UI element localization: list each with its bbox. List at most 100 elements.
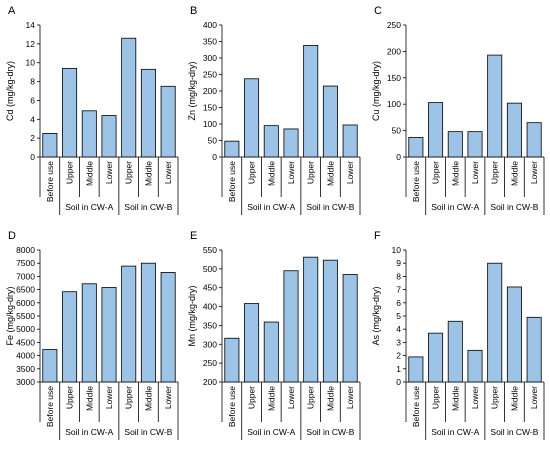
x-category-label: Upper — [124, 161, 134, 184]
y-tick-label: 10 — [392, 245, 402, 255]
chart-panel-e: E 200 250 300 350 400 450 500 550 Mn (mg/kg-dry) B… — [187, 230, 361, 440]
bar — [121, 265, 137, 383]
y-tick-label: 550 — [203, 245, 217, 255]
x-group-label: Soil in CW-B — [124, 427, 172, 437]
chart-panel-f: F 0 1 2 3 4 5 6 7 8 9 10 As (mg/kg-dry) Before use Upp… — [371, 230, 545, 440]
bar — [140, 68, 156, 158]
x-group-label: Soil in CW-B — [306, 202, 354, 212]
bar — [408, 137, 424, 158]
x-category-label: Middle — [84, 161, 94, 186]
panel-label: E — [190, 230, 197, 242]
bar — [101, 115, 117, 158]
y-axis-label: Cu (mg/kg-dry) — [371, 61, 381, 121]
bar — [81, 110, 97, 158]
bar — [140, 262, 156, 383]
x-category-label: Upper — [306, 386, 316, 409]
chart-panel-a: A 0 2 4 6 8 10 12 14 Cd (mg/kg-dry) Before use Uppe… — [5, 5, 179, 215]
y-tick-label: 9 — [396, 258, 401, 268]
y-axis-label: Cd (mg/kg-dry) — [5, 61, 15, 121]
y-tick-label: 6 — [396, 298, 401, 308]
y-tick-label: 0 — [396, 152, 401, 162]
x-category-label: Middle — [266, 386, 276, 411]
bar — [506, 102, 522, 158]
y-tick-label: 450 — [203, 283, 217, 293]
bar — [42, 349, 58, 383]
panel-label: C — [374, 5, 382, 17]
x-category-label: Middle — [325, 161, 335, 186]
x-category-label: Lower — [104, 161, 114, 184]
y-tick-label: 100 — [387, 99, 401, 109]
y-axis-label: Zn (mg/kg-dry) — [187, 61, 197, 120]
y-tick-label: 6000 — [16, 298, 35, 308]
y-tick-label: 1 — [396, 364, 401, 374]
bar — [263, 321, 279, 383]
y-tick-label: 6 — [30, 95, 35, 105]
bar — [62, 67, 78, 158]
y-tick-label: 0 — [396, 377, 401, 387]
y-tick-label: 5500 — [16, 311, 35, 321]
x-category-label: Middle — [450, 386, 460, 411]
y-axis-label: As (mg/kg-dry) — [371, 286, 381, 345]
x-category-label: Middle — [509, 161, 519, 186]
bar — [487, 54, 503, 158]
x-category-label: Lower — [529, 161, 539, 184]
chart-panel-b: B 0 50 100 150 200 250 300 350 400 Zn (mg/kg-dry) B… — [187, 5, 361, 215]
x-category-label: Before use — [45, 161, 55, 202]
x-category-label: Before use — [411, 386, 421, 427]
y-tick-label: 5000 — [16, 324, 35, 334]
x-category-label: Lower — [286, 386, 296, 409]
y-tick-label: 12 — [26, 39, 36, 49]
bar — [101, 287, 117, 383]
bar — [81, 283, 97, 383]
bar — [303, 256, 319, 383]
x-category-label: Lower — [163, 161, 173, 184]
x-category-label: Before use — [411, 161, 421, 202]
y-tick-label: 250 — [203, 358, 217, 368]
y-tick-label: 150 — [203, 103, 217, 113]
bar — [487, 262, 503, 383]
x-category-label: Upper — [306, 161, 316, 184]
y-tick-label: 6500 — [16, 285, 35, 295]
y-tick-label: 300 — [203, 339, 217, 349]
bar — [121, 37, 137, 158]
x-category-label: Lower — [345, 386, 355, 409]
y-tick-label: 8 — [396, 271, 401, 281]
bar — [428, 102, 444, 158]
bar — [467, 131, 483, 158]
y-tick-label: 8000 — [16, 245, 35, 255]
y-tick-label: 250 — [387, 20, 401, 30]
y-tick-label: 3000 — [16, 377, 35, 387]
y-tick-label: 2 — [30, 133, 35, 143]
bar — [526, 316, 542, 383]
bar — [526, 122, 542, 158]
x-category-label: Before use — [227, 161, 237, 202]
y-tick-label: 7000 — [16, 271, 35, 281]
chart-panel-c: C 0 50 100 150 200 250 Cu (mg/kg-dry) Before use… — [371, 5, 545, 215]
bar — [342, 124, 358, 158]
x-category-label: Upper — [490, 161, 500, 184]
y-tick-label: 350 — [203, 37, 217, 47]
x-category-label: Upper — [65, 386, 75, 409]
x-category-label: Upper — [65, 161, 75, 184]
y-tick-label: 50 — [208, 136, 218, 146]
y-tick-label: 400 — [203, 302, 217, 312]
panel-label: B — [190, 5, 197, 17]
x-category-label: Before use — [45, 386, 55, 427]
y-tick-label: 4 — [30, 114, 35, 124]
x-category-label: Lower — [529, 386, 539, 409]
y-tick-label: 300 — [203, 53, 217, 63]
y-tick-label: 200 — [387, 46, 401, 56]
bar — [224, 140, 240, 158]
y-tick-label: 0 — [30, 152, 35, 162]
x-category-label: Lower — [286, 161, 296, 184]
y-tick-label: 350 — [203, 320, 217, 330]
y-tick-label: 3 — [396, 337, 401, 347]
bar — [322, 259, 338, 383]
x-category-label: Upper — [247, 161, 257, 184]
x-group-label: Soil in CW-A — [431, 427, 479, 437]
x-category-label: Middle — [450, 161, 460, 186]
x-category-label: Lower — [470, 386, 480, 409]
bar — [342, 274, 358, 383]
x-group-label: Soil in CW-A — [431, 202, 479, 212]
